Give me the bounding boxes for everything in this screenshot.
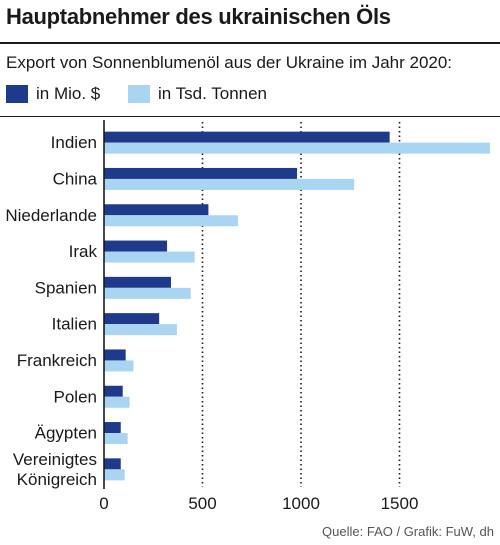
bar-tonnes-2 (104, 215, 238, 227)
bar-usd-9 (104, 458, 121, 470)
source-note: Quelle: FAO / Grafik: FuW, dh (322, 524, 494, 539)
legend-label-tonnes: in Tsd. Tonnen (158, 84, 268, 103)
category-label-5: Italien (52, 315, 97, 334)
legend-rule (0, 116, 500, 117)
category-label-4: Spanien (35, 278, 97, 297)
bar-tonnes-8 (104, 433, 128, 445)
bar-usd-5 (104, 313, 160, 325)
title-rule (0, 42, 500, 44)
bar-tonnes-3 (104, 251, 195, 263)
bar-usd-0 (104, 131, 390, 143)
bar-tonnes-5 (104, 324, 177, 336)
bar-usd-8 (104, 422, 121, 434)
category-label-0: Indien (51, 133, 97, 152)
bar-usd-3 (104, 240, 168, 252)
legend-item-usd: in Mio. $ (6, 84, 100, 104)
category-label-6: Frankreich (17, 351, 97, 370)
category-label-9-line-0: Vereinigtes (13, 450, 97, 469)
chart-title: Hauptabnehmer des ukrainischen Öls (6, 4, 391, 29)
bar-usd-7 (104, 385, 123, 397)
bar-usd-2 (104, 204, 209, 216)
chart-subtitle: Export von Sonnenblumenöl aus der Ukrain… (6, 53, 453, 72)
bar-tonnes-0 (104, 142, 491, 154)
legend-item-tonnes: in Tsd. Tonnen (128, 84, 267, 104)
x-tick-label-500: 500 (188, 494, 216, 513)
legend-swatch-tonnes (128, 85, 150, 103)
bar-tonnes-4 (104, 287, 191, 299)
bar-usd-1 (104, 167, 298, 179)
bar-tonnes-7 (104, 396, 130, 408)
category-label-7: Polen (54, 387, 97, 406)
category-label-2: Niederlande (5, 206, 97, 225)
bar-tonnes-9 (104, 469, 125, 481)
category-label-9-line-1: Königreich (17, 470, 97, 489)
bar-tonnes-1 (104, 178, 355, 190)
x-tick-label-1500: 1500 (381, 494, 419, 513)
bar-usd-6 (104, 349, 126, 361)
category-label-3: Irak (69, 242, 98, 261)
x-tick-label-1000: 1000 (282, 494, 320, 513)
legend-swatch-usd (6, 85, 28, 103)
category-label-1: China (53, 169, 98, 188)
bar-tonnes-6 (104, 360, 134, 372)
category-label-8: Ägypten (35, 424, 97, 443)
legend-label-usd: in Mio. $ (36, 84, 101, 103)
x-tick-label-0: 0 (99, 494, 108, 513)
bar-usd-4 (104, 276, 171, 288)
